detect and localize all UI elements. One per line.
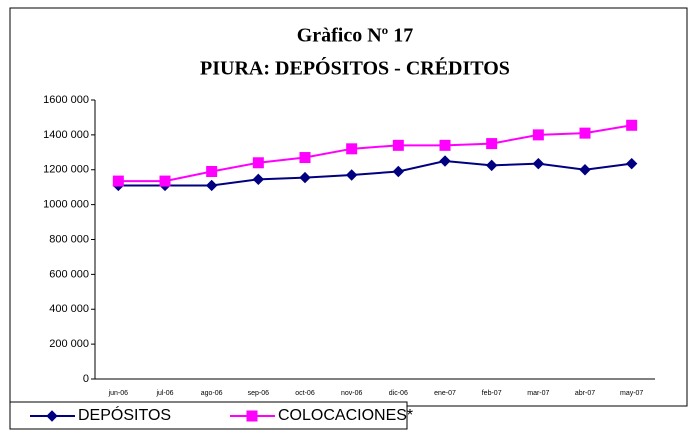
y-tick-label: 1400 000 bbox=[43, 129, 89, 141]
point-marker bbox=[625, 157, 638, 170]
point-marker bbox=[205, 179, 218, 192]
point-marker bbox=[159, 175, 171, 187]
point-marker bbox=[486, 138, 498, 150]
legend-box bbox=[9, 401, 408, 430]
point-marker bbox=[439, 155, 451, 167]
x-tick-label: nov-06 bbox=[341, 390, 363, 397]
y-tick-label: 800 000 bbox=[49, 233, 89, 245]
x-tick-label: jul-06 bbox=[155, 390, 173, 397]
point-marker bbox=[346, 143, 358, 155]
chart-frame bbox=[9, 7, 688, 407]
x-tick-label: oct-06 bbox=[295, 390, 315, 397]
point-marker bbox=[345, 169, 358, 181]
x-tick-label: abr-07 bbox=[575, 390, 595, 397]
point-marker bbox=[206, 165, 218, 177]
point-marker bbox=[252, 173, 265, 186]
point-marker bbox=[579, 164, 591, 176]
x-tick-label: jun-06 bbox=[108, 390, 129, 397]
chart-subtitle: PIURA: DEPÓSITOS - CRÉDITOS bbox=[200, 56, 510, 80]
series-line bbox=[118, 124, 632, 183]
point-marker bbox=[299, 171, 311, 184]
y-tick-label: 600 000 bbox=[49, 268, 89, 280]
point-marker bbox=[252, 157, 264, 169]
x-tick-label: ene-07 bbox=[434, 390, 456, 397]
point-marker bbox=[392, 165, 405, 178]
y-tick-label: 1600 000 bbox=[43, 94, 89, 106]
x-tick-label: mar-07 bbox=[527, 390, 549, 397]
point-marker bbox=[439, 139, 451, 151]
x-tick-label: may-07 bbox=[620, 390, 643, 397]
legend-marker bbox=[246, 410, 258, 422]
point-marker bbox=[532, 129, 544, 141]
point-marker bbox=[299, 152, 311, 164]
y-tick-label: 1000 000 bbox=[43, 199, 89, 211]
point-marker bbox=[626, 119, 638, 131]
point-marker bbox=[532, 157, 545, 170]
x-tick-label: feb-07 bbox=[482, 390, 502, 397]
point-marker bbox=[392, 139, 404, 151]
x-tick-label: sep-06 bbox=[248, 390, 270, 397]
x-tick-label: dic-06 bbox=[389, 390, 408, 397]
point-marker bbox=[579, 127, 591, 139]
legend-marker bbox=[46, 410, 58, 422]
series-line bbox=[118, 160, 632, 187]
chart-title: Gràfico Nº 17 bbox=[297, 25, 414, 47]
x-tick-label: ago-06 bbox=[201, 390, 223, 397]
legend-label: DEPÓSITOS bbox=[78, 405, 171, 424]
point-marker bbox=[112, 175, 124, 187]
y-tick-label: 0 bbox=[83, 373, 89, 385]
y-tick-label: 1200 000 bbox=[43, 164, 89, 176]
point-marker bbox=[485, 159, 498, 172]
y-tick-label: 200 000 bbox=[49, 338, 89, 350]
y-tick-label: 400 000 bbox=[49, 303, 89, 315]
legend-label: COLOCACIONES* bbox=[278, 407, 413, 424]
